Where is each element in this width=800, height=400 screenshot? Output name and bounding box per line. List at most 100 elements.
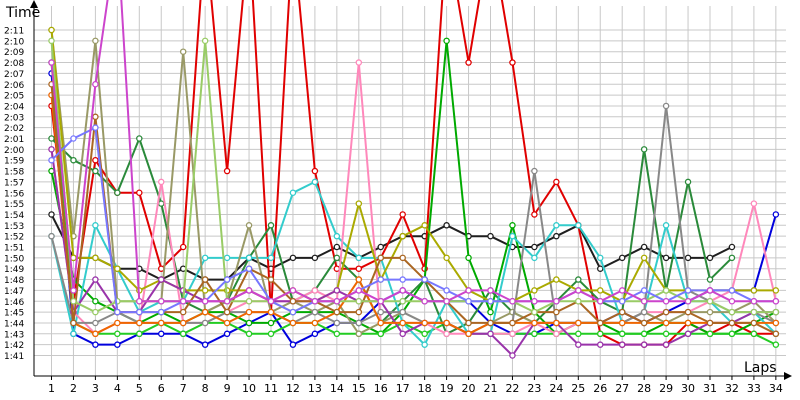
y-tick-label: 1:43 — [4, 330, 24, 340]
data-point — [201, 276, 209, 283]
data-point — [597, 265, 604, 272]
data-point — [553, 319, 560, 327]
y-tick-label: 1:45 — [4, 309, 24, 319]
data-point — [662, 319, 670, 327]
data-point — [92, 341, 99, 348]
y-axis-arrow — [30, 0, 38, 8]
series-layer — [48, 0, 780, 359]
data-point — [201, 341, 209, 348]
y-tick-label: 2:11 — [4, 27, 24, 37]
data-point — [399, 287, 406, 294]
data-point — [640, 308, 648, 316]
x-tick-label: 16 — [374, 382, 388, 395]
data-point — [355, 276, 363, 283]
y-tick-label: 1:42 — [4, 341, 24, 351]
data-point — [267, 297, 275, 305]
data-point — [289, 254, 297, 262]
data-point — [92, 308, 99, 316]
data-point — [443, 319, 450, 327]
data-point — [179, 243, 187, 251]
data-point — [70, 297, 77, 305]
data-point — [772, 319, 780, 327]
data-point — [553, 276, 560, 283]
data-point — [618, 341, 626, 348]
data-point — [311, 319, 319, 327]
data-point — [509, 319, 516, 327]
data-point — [48, 59, 55, 66]
data-point — [750, 200, 758, 207]
data-point — [443, 254, 450, 262]
data-point — [245, 330, 253, 338]
data-point — [377, 254, 384, 262]
data-point — [706, 330, 714, 338]
data-point — [114, 308, 121, 316]
y-tick-label: 1:47 — [4, 287, 24, 297]
data-point — [728, 254, 736, 262]
data-point — [575, 319, 582, 327]
data-point — [640, 341, 648, 348]
y-tick-label: 1:54 — [4, 211, 24, 221]
data-point — [267, 276, 275, 283]
data-point — [684, 308, 692, 316]
data-point — [223, 319, 231, 327]
data-point — [399, 211, 406, 218]
data-point — [640, 146, 648, 153]
data-point — [531, 287, 538, 294]
y-tick-label: 1:41 — [4, 352, 24, 362]
data-point — [92, 276, 99, 283]
data-point — [509, 352, 516, 359]
y-tick-label: 1:48 — [4, 276, 24, 286]
data-point — [355, 254, 363, 262]
data-point — [509, 330, 516, 338]
y-tick-label: 1:57 — [4, 178, 24, 188]
data-point — [311, 178, 319, 186]
data-point — [640, 319, 648, 327]
data-point — [289, 297, 297, 305]
data-point — [92, 124, 99, 131]
data-point — [421, 319, 428, 327]
data-point — [136, 135, 143, 142]
y-tick-label: 1:56 — [4, 189, 24, 199]
y-tick-label: 1:52 — [4, 233, 24, 243]
data-point — [597, 319, 604, 327]
data-point — [355, 319, 363, 327]
data-point — [772, 341, 780, 348]
data-point — [443, 222, 450, 229]
data-point — [750, 287, 758, 294]
y-tick-label: 2:10 — [4, 37, 24, 47]
data-point — [311, 297, 319, 305]
data-point — [553, 308, 560, 316]
data-point — [597, 330, 604, 338]
data-point — [355, 59, 363, 66]
data-point — [136, 189, 143, 196]
x-tick-label: 2 — [70, 382, 77, 395]
data-point — [333, 297, 341, 305]
data-point — [597, 297, 604, 305]
x-tick-label: 14 — [330, 382, 344, 395]
series-line — [50, 0, 776, 303]
data-point — [575, 297, 582, 305]
x-tick-label: 8 — [202, 382, 209, 395]
data-point — [245, 319, 253, 327]
data-point — [640, 330, 648, 338]
data-point — [487, 330, 494, 338]
y-tick-label: 1:46 — [4, 298, 24, 308]
data-point — [179, 297, 187, 305]
x-tick-label: 17 — [396, 382, 410, 395]
data-point — [70, 287, 77, 294]
x-tick-labels: 1 2 3 4 5 6 7 8 9 10 11 12 13 14 15 16 17 18 19 20 21 22 23 24 2… — [48, 376, 783, 395]
x-tick-label: 18 — [418, 382, 432, 395]
data-point — [179, 319, 187, 327]
x-axis-arrow — [784, 372, 792, 380]
data-point — [575, 276, 582, 283]
data-point — [333, 330, 341, 338]
x-tick-label: 32 — [725, 382, 739, 395]
data-point — [531, 297, 538, 305]
data-point — [245, 222, 253, 229]
series — [48, 0, 780, 305]
data-point — [289, 287, 297, 294]
data-point — [333, 308, 341, 316]
y-tick-label: 2:02 — [4, 124, 24, 134]
data-point — [48, 135, 55, 142]
